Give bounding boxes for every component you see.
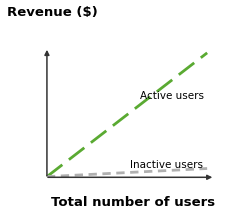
Text: Active users: Active users (140, 91, 204, 101)
Text: Revenue ($): Revenue ($) (7, 6, 98, 19)
Text: Inactive users: Inactive users (130, 160, 203, 170)
Text: Total number of users: Total number of users (51, 196, 216, 209)
